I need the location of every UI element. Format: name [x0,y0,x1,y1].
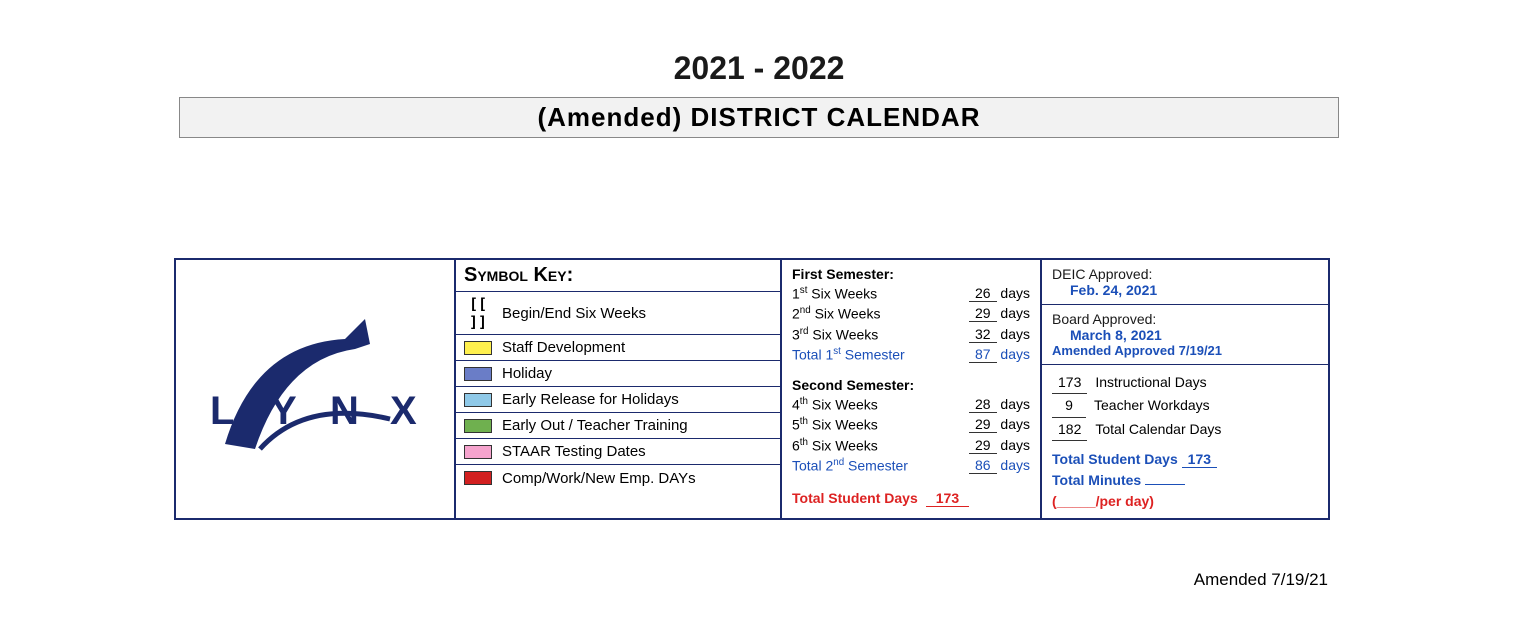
total-minutes-line: Total Minutes [1052,470,1318,491]
key-row: Early Release for Holidays [456,387,780,413]
first-semester-title: First Semester: [792,266,1030,282]
svg-text:Y: Y [270,389,315,433]
year-heading: 2021 - 2022 [0,0,1518,87]
color-swatch [464,419,492,433]
key-label: Comp/Work/New Emp. DAYs [502,470,696,487]
symbol-key-title: Symbol Key: [456,260,780,292]
second-semester-title: Second Semester: [792,377,1030,393]
bracket-symbol: [[ ]] [464,295,492,331]
six-weeks-row: 1st Six Weeks26 days [792,284,1030,304]
color-swatch [464,471,492,485]
key-row: Comp/Work/New Emp. DAYs [456,465,780,491]
key-row: Staff Development [456,335,780,361]
deic-approved-block: DEIC Approved: Feb. 24, 2021 [1042,260,1328,305]
board-approved-block: Board Approved: March 8, 2021 Amended Ap… [1042,305,1328,365]
six-weeks-row: 6th Six Weeks29 days [792,436,1030,456]
color-swatch [464,445,492,459]
key-label: Early Out / Teacher Training [502,417,688,434]
total-calendar-days: 182 Total Calendar Days [1052,418,1318,441]
per-day-line: (_____/per day) [1052,491,1318,512]
second-semester-total: Total 2nd Semester 86 days [792,456,1030,476]
key-label: Early Release for Holidays [502,391,679,408]
six-weeks-row: 4th Six Weeks28 days [792,395,1030,415]
teacher-workdays: 9 Teacher Workdays [1052,394,1318,417]
six-weeks-row: 2nd Six Weeks29 days [792,304,1030,324]
six-weeks-row: 5th Six Weeks29 days [792,415,1030,435]
approval-column: DEIC Approved: Feb. 24, 2021 Board Appro… [1042,260,1328,518]
calendar-info-box: L Y N X Symbol Key: [[ ]] Begin/End Six W… [174,258,1330,520]
days-summary-block: 173 Instructional Days 9 Teacher Workday… [1042,365,1328,518]
total-student-days: Total Student Days 173 [792,490,1030,507]
first-semester-total: Total 1st Semester 87 days [792,345,1030,365]
lynx-logo-icon: L Y N X [195,304,435,474]
svg-text:X: X [390,389,417,433]
symbol-key-column: Symbol Key: [[ ]] Begin/End Six Weeks Staf… [456,260,782,518]
key-row-empty [456,491,780,517]
key-label: Begin/End Six Weeks [502,305,646,322]
key-row: [[ ]] Begin/End Six Weeks [456,292,780,335]
total-student-days-line: Total Student Days 173 [1052,449,1318,470]
color-swatch [464,393,492,407]
key-label: Staff Development [502,339,625,356]
color-swatch [464,367,492,381]
key-row: Holiday [456,361,780,387]
key-label: Holiday [502,365,552,382]
key-row: Early Out / Teacher Training [456,413,780,439]
instructional-days: 173 Instructional Days [1052,371,1318,394]
logo-column: L Y N X [176,260,456,518]
key-row: STAAR Testing Dates [456,439,780,465]
calendar-title: (Amended) DISTRICT CALENDAR [179,97,1339,138]
semester-column: First Semester: 1st Six Weeks26 days2nd … [782,260,1042,518]
amended-footer: Amended 7/19/21 [1194,570,1328,590]
svg-text:N: N [330,389,359,433]
svg-text:L: L [210,389,252,433]
six-weeks-row: 3rd Six Weeks32 days [792,325,1030,345]
key-label: STAAR Testing Dates [502,443,646,460]
color-swatch [464,341,492,355]
